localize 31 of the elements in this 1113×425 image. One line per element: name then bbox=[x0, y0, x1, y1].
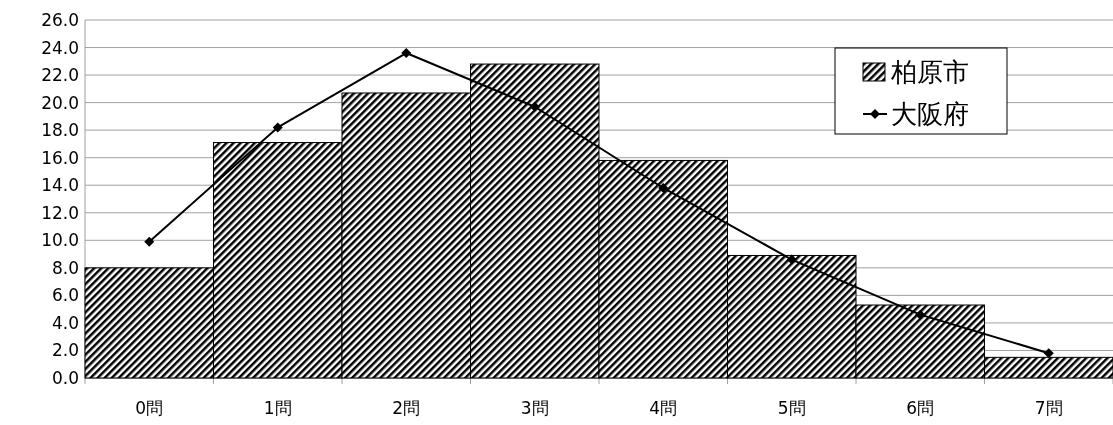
x-tick-label: 5問 bbox=[777, 398, 806, 418]
x-tick-label: 1問 bbox=[263, 398, 292, 418]
x-tick-label: 6問 bbox=[906, 398, 935, 418]
point bbox=[401, 48, 412, 59]
x-tick-label: 3問 bbox=[520, 398, 549, 418]
x-tick-label: 2問 bbox=[392, 398, 421, 418]
point bbox=[144, 236, 155, 247]
x-tick-label: 0問 bbox=[135, 398, 164, 418]
y-tick-label: 14.0 bbox=[41, 175, 79, 196]
y-tick-label: 26.0 bbox=[41, 10, 79, 30]
y-tick-label: 20.0 bbox=[41, 92, 79, 113]
y-tick-label: 22.0 bbox=[41, 65, 79, 86]
y-tick-label: 2.0 bbox=[51, 340, 79, 361]
x-tick-label: 4問 bbox=[649, 398, 678, 418]
legend-label: 大阪府 bbox=[891, 99, 969, 129]
point bbox=[272, 122, 283, 133]
y-tick-label: 0.0 bbox=[51, 368, 79, 388]
point bbox=[786, 254, 797, 265]
legend-label: 柏原市 bbox=[890, 57, 969, 87]
y-tick-label: 4.0 bbox=[51, 312, 79, 333]
x-tick-label: 7問 bbox=[1034, 398, 1063, 418]
y-tick-label: 12.0 bbox=[41, 202, 79, 223]
y-tick-label: 18.0 bbox=[41, 120, 79, 141]
y-tick-label: 16.0 bbox=[41, 147, 79, 168]
y-tick-label: 24.0 bbox=[41, 37, 79, 58]
point bbox=[658, 182, 669, 193]
y-tick-label: 6.0 bbox=[51, 285, 79, 306]
point bbox=[529, 101, 540, 112]
y-tick-label: 10.0 bbox=[41, 230, 79, 251]
point bbox=[1043, 348, 1054, 359]
y-tick-label: 8.0 bbox=[51, 257, 79, 278]
